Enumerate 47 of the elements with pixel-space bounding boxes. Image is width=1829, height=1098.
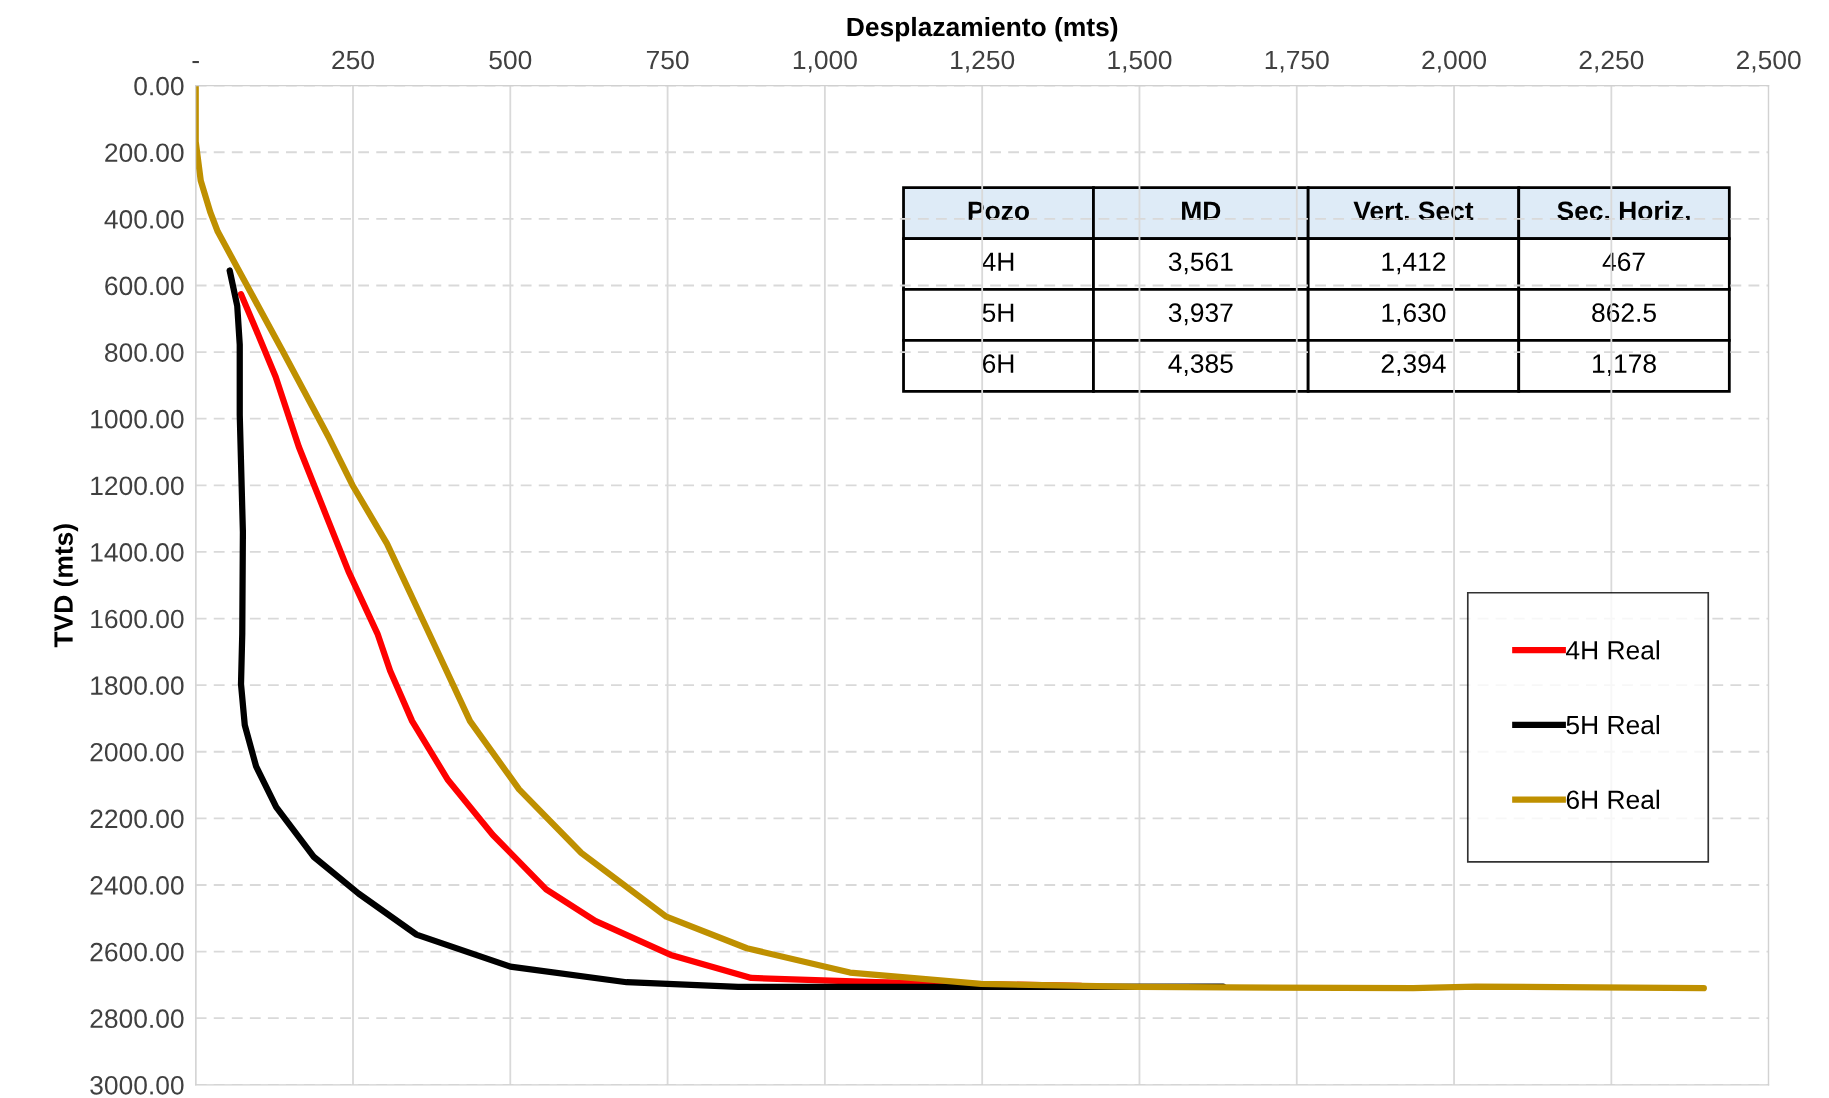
annotation: 1,630 (1382, 303, 1446, 326)
x-tick-label: - (192, 61, 199, 64)
x-tick-label: 1,250 (951, 50, 1015, 73)
x-tick-label: 2,250 (1579, 50, 1644, 73)
annotation: 2,394 (1381, 354, 1446, 377)
annotation: MD (1182, 201, 1221, 220)
y-tick-label: 1800.00 (91, 676, 184, 695)
y-tick-label: 1000.00 (91, 409, 184, 429)
annotation: Vert. Sect (1353, 201, 1474, 221)
annotation: Pozo (968, 201, 1029, 221)
x-tick-label: 500 (489, 50, 532, 70)
annotation: 3,561 (1168, 252, 1233, 275)
x-axis-title: Desplazamiento (mts) (847, 16, 1118, 42)
y-axis-title: TVD (mts) (53, 524, 79, 648)
y-tick-label: 0.00 (134, 76, 184, 96)
annotation: 1,178 (1593, 354, 1656, 377)
annotation: Sec. Horiz. (1557, 200, 1690, 221)
x-tick-label: 250 (332, 50, 374, 70)
x-tick-label: 1,500 (1108, 50, 1172, 73)
legend-label: 6H Real (1566, 789, 1659, 810)
y-tick-label: 1400.00 (91, 543, 184, 562)
x-tick-label: 2,000 (1422, 50, 1487, 73)
annotation: 5H (982, 303, 1014, 323)
annotation: 6H (982, 354, 1014, 373)
x-tick-label: 750 (646, 50, 689, 70)
y-tick-label: 2400.00 (90, 876, 184, 895)
legend-label: 5H Real (1566, 714, 1659, 735)
y-tick-label: 2000.00 (90, 742, 184, 762)
x-tick-label: 1,000 (793, 50, 857, 73)
annotation: 1,412 (1382, 252, 1446, 275)
y-tick-label: 2200.00 (90, 809, 184, 829)
y-tick-label: 600.00 (105, 276, 184, 296)
x-tick-label: 2,500 (1736, 50, 1801, 73)
legend-label: 4H Real (1566, 640, 1659, 660)
annotation: 862.5 (1592, 303, 1656, 323)
y-tick-label: 3000.00 (90, 1075, 184, 1095)
y-tick-label: 1200.00 (91, 476, 184, 496)
y-tick-label: 2600.00 (90, 942, 184, 962)
y-tick-label: 2800.00 (90, 1009, 184, 1029)
annotation: 4H (982, 252, 1014, 271)
annotation: 3,937 (1168, 303, 1233, 326)
x-tick-label: 1,750 (1265, 50, 1329, 73)
y-tick-label: 400.00 (104, 210, 184, 229)
y-tick-label: 200.00 (105, 143, 184, 163)
annotation: 4,385 (1168, 354, 1233, 377)
y-tick-label: 800.00 (105, 343, 184, 362)
y-tick-label: 1600.00 (91, 609, 184, 629)
